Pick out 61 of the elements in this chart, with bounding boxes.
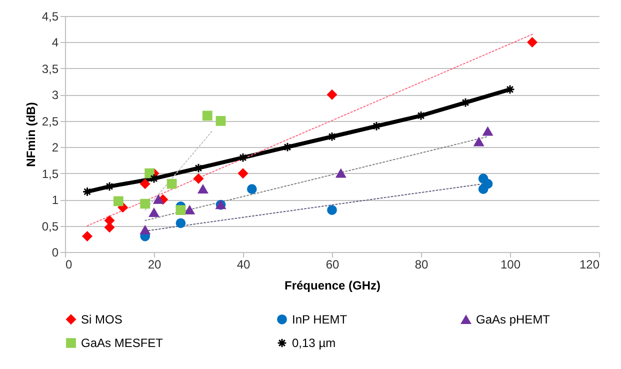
point (527, 37, 538, 48)
point (372, 121, 382, 132)
point (176, 205, 186, 215)
point (336, 168, 346, 178)
point (216, 116, 226, 126)
point (184, 206, 195, 214)
x-axis-title: Fréquence (GHz) (284, 278, 381, 292)
point (82, 231, 92, 242)
point (140, 178, 150, 189)
point (327, 90, 337, 100)
point (140, 226, 150, 234)
y-tick-label: 2 (52, 140, 59, 155)
point (238, 152, 248, 163)
legend-label: GaAs MESFET (81, 336, 164, 350)
x-tick-label: 20 (148, 258, 162, 272)
point (416, 110, 426, 121)
y-tick-label: 0,5 (42, 219, 59, 234)
y-tick-label: 3,5 (42, 62, 59, 76)
x-tick-label: 100 (500, 258, 521, 272)
point (104, 182, 114, 192)
point (327, 132, 337, 142)
point (149, 208, 159, 218)
point (482, 178, 493, 189)
point (144, 168, 154, 178)
legend-label: Si MOS (81, 312, 122, 326)
point (460, 98, 470, 108)
point (176, 218, 186, 228)
y-tick-label: 1,5 (42, 166, 59, 181)
point (166, 178, 177, 189)
point (482, 127, 493, 136)
point (154, 195, 164, 204)
y-tick-label: 4 (52, 36, 59, 50)
point (104, 222, 114, 232)
point (113, 196, 124, 206)
y-tick-label: 2,5 (42, 114, 59, 128)
point (198, 184, 208, 194)
point (282, 142, 292, 152)
point (238, 168, 248, 178)
legend-label: GaAs pHEMT (476, 312, 551, 327)
x-tick-label: 0 (66, 258, 72, 272)
y-tick-label: 4,5 (42, 10, 59, 24)
y-tick-label: 1 (52, 193, 59, 208)
x-tick-label: 60 (326, 258, 340, 272)
point (474, 137, 484, 146)
legend-label: InP HEMT (292, 312, 348, 326)
legend-label: 0,13 µm (292, 336, 336, 350)
point (327, 205, 337, 215)
y-tick-label: 3 (52, 88, 59, 102)
point (140, 198, 150, 209)
y-tick-label: 0 (52, 246, 59, 260)
point (202, 110, 212, 121)
point (149, 174, 159, 184)
point (246, 184, 257, 194)
y-axis-title: NFmin (dB) (24, 102, 38, 167)
x-tick-label: 120 (579, 258, 600, 272)
x-tick-label: 80 (414, 258, 428, 272)
x-tick-label: 40 (236, 258, 250, 272)
point (194, 163, 204, 174)
point (505, 84, 515, 94)
point (194, 174, 204, 184)
point (82, 186, 92, 197)
